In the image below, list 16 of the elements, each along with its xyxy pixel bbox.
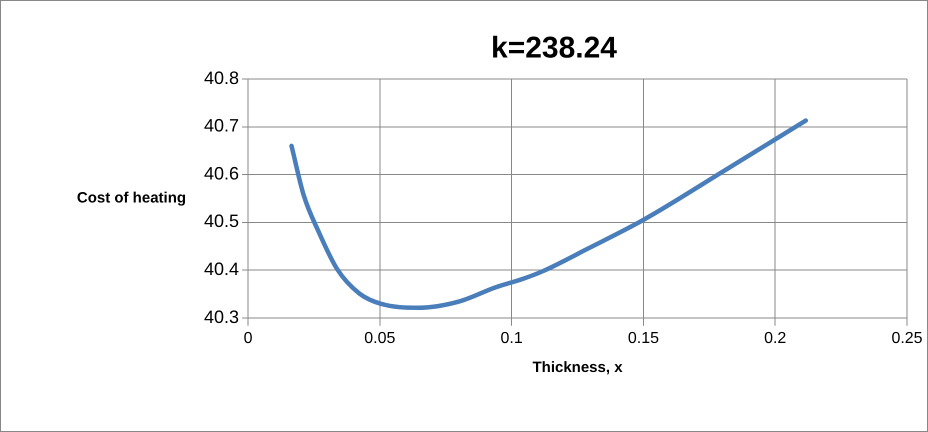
y-tick-label: 40.6 [204,163,240,184]
chart-title: k=238.24 [491,31,618,64]
x-tick-label: 0.2 [764,330,786,347]
y-tick-label: 40.5 [204,211,240,232]
x-tick-label: 0.1 [500,330,523,347]
x-tick-label: 0.15 [628,330,660,347]
y-tick-label: 40.3 [204,306,240,327]
y-axis-title: Cost of heating [76,190,186,207]
y-tick-label: 40.8 [204,68,240,88]
line-series [289,118,808,310]
x-tick-label: 0.05 [364,330,396,347]
x-axis-title: Thickness, x [532,359,624,376]
x-tick-label: 0.25 [891,330,923,347]
y-tick-label: 40.4 [204,259,240,280]
x-tick-label: 0 [244,330,253,347]
y-tick-label: 40.7 [204,116,240,136]
